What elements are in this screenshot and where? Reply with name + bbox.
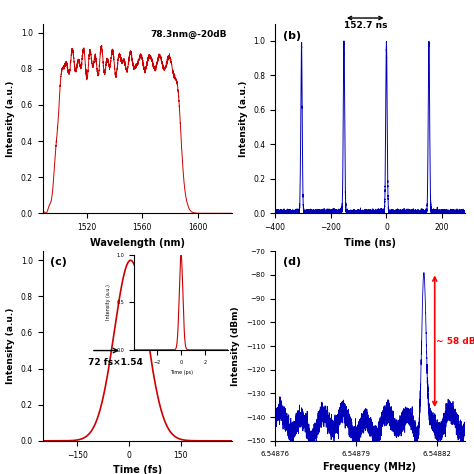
Y-axis label: Intensity (a.u.): Intensity (a.u.) (6, 80, 15, 157)
Text: 78.3nm@-20dB: 78.3nm@-20dB (150, 29, 227, 38)
Y-axis label: Intensity (a.u.): Intensity (a.u.) (6, 308, 15, 384)
X-axis label: Time (fs): Time (fs) (113, 465, 162, 474)
Text: ~ 58 dB: ~ 58 dB (436, 337, 474, 346)
Text: 72 fs×1.54: 72 fs×1.54 (88, 358, 143, 367)
Text: 152.7 ns: 152.7 ns (344, 21, 387, 30)
Y-axis label: Intensity (a.u.): Intensity (a.u.) (238, 80, 247, 157)
X-axis label: Frequency (MHz): Frequency (MHz) (323, 462, 416, 472)
X-axis label: Time (ns): Time (ns) (344, 237, 396, 247)
Text: (c): (c) (50, 257, 67, 267)
Text: (d): (d) (283, 257, 301, 267)
X-axis label: Wavelength (nm): Wavelength (nm) (90, 237, 185, 247)
Y-axis label: Intensity (dBm): Intensity (dBm) (231, 306, 240, 386)
Text: (b): (b) (283, 31, 301, 41)
